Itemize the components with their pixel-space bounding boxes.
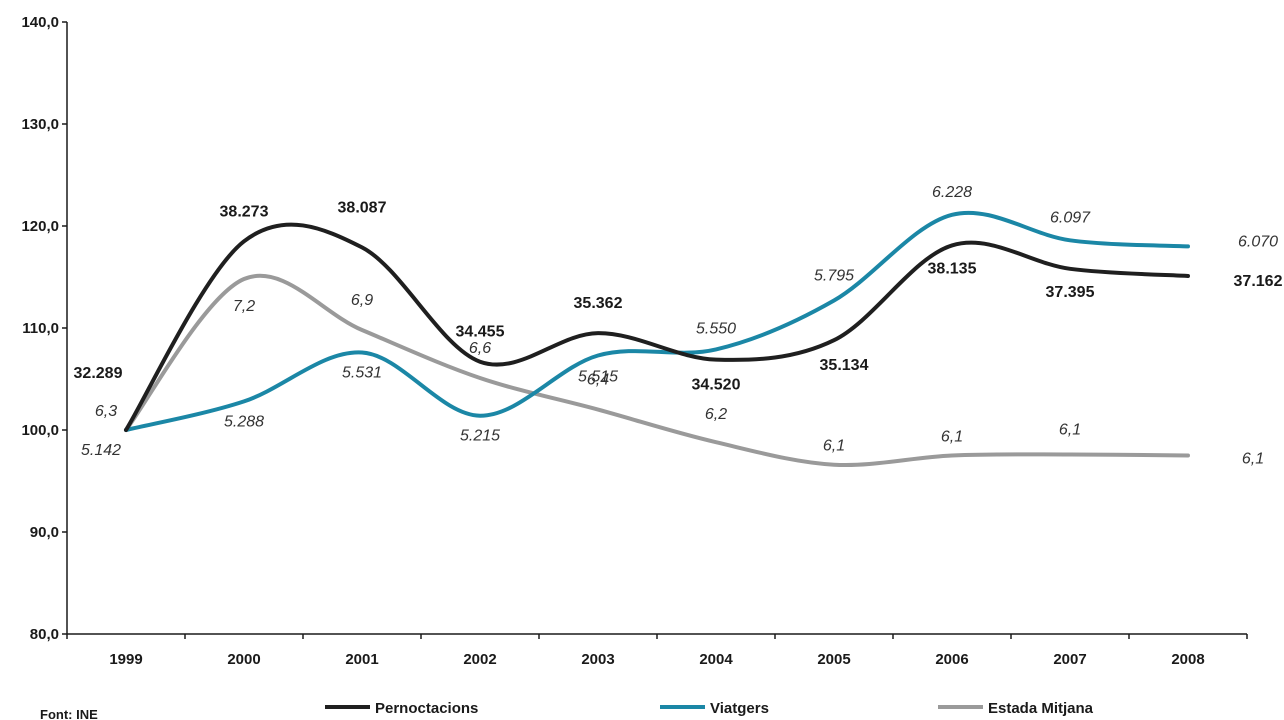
x-tick-label: 2001 [345,651,378,668]
y-tick-label: 120,0 [21,218,59,235]
x-tick-label: 2003 [581,651,614,668]
data-label-pernoctacions: 37.395 [1046,284,1095,301]
data-label-estada-mitjana: 6,3 [95,403,117,420]
legend-label: Viatgers [710,700,769,717]
data-label-pernoctacions: 38.135 [928,260,977,277]
series-line-viatgers [124,210,1190,432]
data-label-viatgers: 5.550 [696,320,736,337]
x-tick-label: 2007 [1053,651,1086,668]
data-label-viatgers: 5.215 [460,428,500,445]
data-label-estada-mitjana: 6,9 [351,292,373,309]
data-labels: 32.289 38.273 38.087 34.455 35.362 34.520 35.1… [74,184,1283,468]
data-label-estada-mitjana: 6,4 [587,372,609,389]
series-line-estada-mitjana [124,273,1190,468]
data-label-estada-mitjana: 6,1 [1059,421,1081,438]
y-tick-label: 110,0 [22,320,59,337]
data-label-pernoctacions: 32.289 [74,365,123,382]
data-label-estada-mitjana: 6,6 [469,340,491,357]
data-label-estada-mitjana: 6,1 [1242,451,1264,468]
data-label-viatgers: 5.515 [578,369,618,386]
data-label-pernoctacions: 35.134 [820,357,869,374]
y-tick-label: 90,0 [30,524,59,541]
y-tick-label: 140,0 [21,14,59,31]
data-label-viatgers: 6.097 [1050,209,1091,226]
legend: Pernoctacions Viatgers Estada Mitjana [325,700,1094,717]
data-label-viatgers: 5.288 [224,413,264,430]
data-label-pernoctacions: 34.520 [692,377,741,394]
axes: 80,0 90,0 100,0 110,0 120,0 130,0 140,0 1999 200… [21,14,1248,668]
y-tick-label: 80,0 [30,626,59,643]
x-tick-label: 1999 [109,651,142,668]
data-label-pernoctacions: 35.362 [574,295,623,312]
legend-label: Pernoctacions [375,700,478,717]
data-label-estada-mitjana: 6,1 [823,438,845,455]
data-label-pernoctacions: 38.273 [220,203,269,220]
series-lines [124,210,1190,468]
data-label-viatgers: 6.070 [1238,233,1278,250]
data-label-viatgers: 6.228 [932,184,972,201]
data-label-pernoctacions: 38.087 [338,199,387,216]
y-tick-label: 130,0 [21,116,59,133]
x-tick-label: 2006 [935,651,968,668]
data-label-pernoctacions: 34.455 [456,324,505,341]
data-label-viatgers: 5.531 [342,364,382,381]
source-note: Font: INE [40,707,98,720]
data-label-estada-mitjana: 6,2 [705,406,727,423]
x-tick-label: 2008 [1171,651,1204,668]
x-tick-label: 2000 [227,651,260,668]
legend-label: Estada Mitjana [988,700,1094,717]
data-label-viatgers: 5.142 [81,442,121,459]
y-tick-label: 100,0 [21,422,59,439]
data-label-estada-mitjana: 7,2 [233,298,255,315]
x-tick-label: 2004 [699,651,733,668]
data-label-estada-mitjana: 6,1 [941,429,963,446]
x-tick-label: 2005 [817,651,850,668]
x-tick-label: 2002 [463,651,496,668]
data-label-pernoctacions: 37.162 [1234,273,1283,290]
series-line-pernoctacions [124,222,1190,432]
data-label-viatgers: 5.795 [814,267,854,284]
